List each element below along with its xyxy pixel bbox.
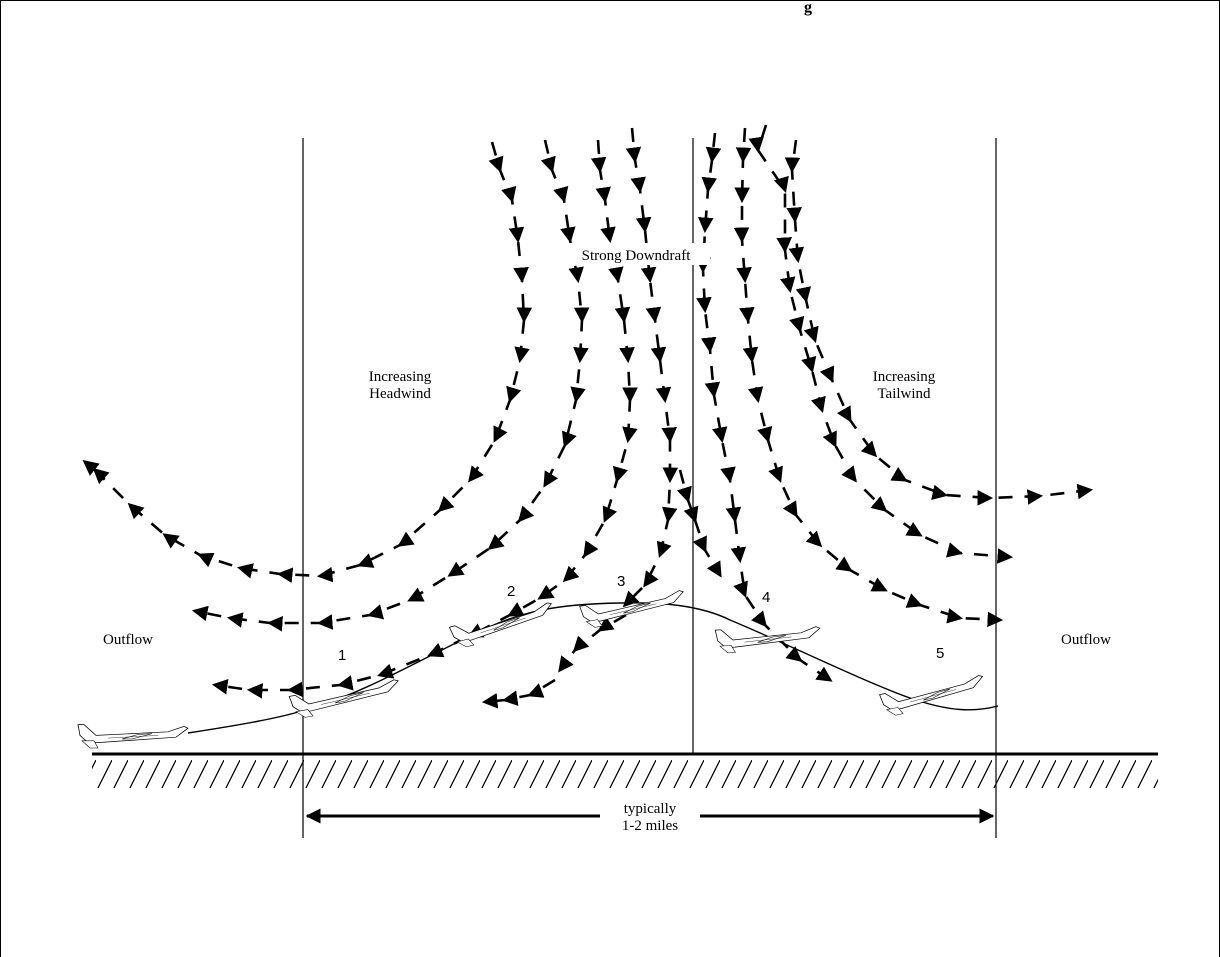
position-number-4: 4 xyxy=(762,589,770,606)
aircraft-5 xyxy=(879,672,988,718)
position-number-5: 5 xyxy=(936,645,944,662)
distance-label-line1: typically xyxy=(624,801,677,817)
wind-streamlines xyxy=(82,124,1094,709)
strong-downdraft-label: Strong Downdraft xyxy=(582,248,692,264)
distance-label-line2: 1-2 miles xyxy=(622,818,678,834)
headwind-label-line1: Increasing xyxy=(369,369,432,385)
aircraft-start xyxy=(77,724,189,749)
title-fragment: g xyxy=(804,0,812,16)
tailwind-label-line2: Tailwind xyxy=(877,386,931,402)
outflow-right-label: Outflow xyxy=(1061,632,1111,648)
position-number-1: 1 xyxy=(338,647,346,664)
position-number-2: 2 xyxy=(507,583,515,600)
position-number-3: 3 xyxy=(617,573,625,590)
aircraft-3 xyxy=(579,587,688,630)
tailwind-label-line1: Increasing xyxy=(873,369,936,385)
headwind-label-line2: Headwind xyxy=(369,386,431,402)
ground xyxy=(92,752,1158,788)
aircraft-2 xyxy=(449,599,557,651)
outflow-left-label: Outflow xyxy=(103,632,153,648)
